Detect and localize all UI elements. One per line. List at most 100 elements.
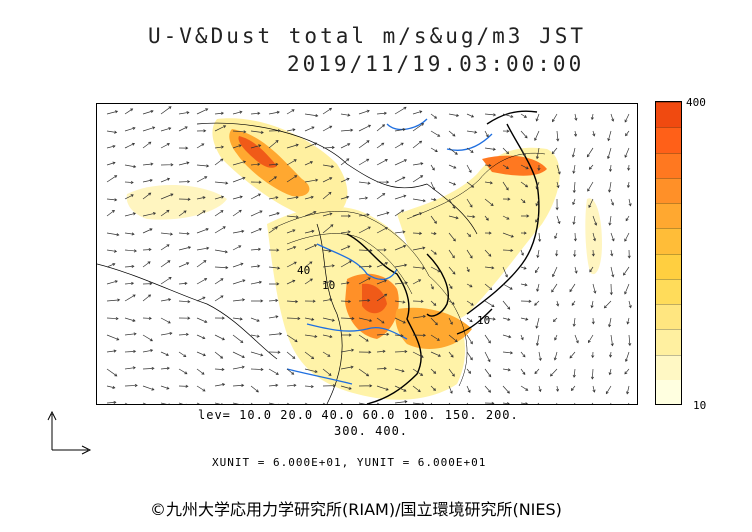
wind-vector (466, 351, 473, 361)
wind-vector (196, 176, 208, 183)
colorbar-swatch (656, 203, 681, 229)
wind-vector (268, 350, 281, 354)
wind-vector (394, 317, 406, 324)
wind-vector (448, 300, 455, 305)
wind-vector (535, 147, 540, 160)
wind-vector (322, 177, 333, 183)
wind-vector (340, 143, 351, 149)
wind-vector (556, 181, 560, 189)
wind-vector (268, 110, 280, 115)
wind-vector (466, 198, 473, 208)
wind-vector (484, 266, 495, 270)
wind-vector (304, 317, 315, 321)
wind-vector (214, 195, 225, 200)
wind-vector (358, 124, 372, 132)
wind-vector (466, 215, 476, 219)
wind-vector (286, 334, 298, 343)
coastline-japan-south (456, 308, 493, 335)
wind-vector (502, 181, 509, 191)
wind-vector (304, 384, 314, 389)
wind-vector (106, 316, 119, 321)
wind-vector (214, 111, 225, 115)
wind-vector (430, 249, 437, 255)
colorbar-swatch (656, 152, 681, 178)
wind-vector (124, 212, 136, 217)
wind-vector (160, 385, 170, 390)
wind-vector (106, 280, 118, 285)
wind-vector (268, 368, 279, 375)
wind-vector (412, 279, 422, 285)
wind-vector (376, 279, 387, 285)
wind-vector (178, 262, 190, 268)
wind-vector (178, 180, 191, 184)
wind-vector (535, 198, 540, 207)
wind-vector (448, 198, 456, 209)
wind-vector (448, 130, 456, 137)
wind-vector (214, 125, 227, 132)
wind-vector (502, 351, 514, 355)
wind-vector (196, 278, 208, 285)
wind-vector (106, 349, 117, 353)
wind-vector (340, 333, 352, 337)
wind-vector (142, 385, 155, 391)
wind-vector (609, 351, 613, 358)
wind-vector (448, 385, 453, 394)
wind-vector (502, 113, 514, 118)
wind-vector (340, 195, 350, 200)
wind-vector (250, 162, 261, 166)
wind-vector (466, 402, 469, 404)
wind-vector (448, 147, 458, 155)
wind-vector (322, 125, 333, 132)
wind-vector (142, 366, 155, 371)
wind-vector (304, 142, 318, 149)
wind-vector (624, 368, 630, 375)
reference-vector-icon (47, 410, 92, 455)
wind-vector (590, 368, 595, 380)
wind-vector (448, 402, 451, 404)
wind-vector (555, 385, 560, 392)
contour-label-40: 40 (297, 264, 310, 277)
wind-vector (340, 365, 354, 370)
wind-vector (412, 123, 425, 132)
wind-vector (268, 402, 280, 404)
river-yangtze (306, 323, 408, 340)
wind-vector (142, 248, 152, 252)
wind-vector (502, 402, 510, 404)
wind-vector (412, 299, 424, 303)
wind-vector (214, 383, 226, 387)
wind-vector (571, 147, 576, 158)
wind-vector (376, 293, 388, 302)
wind-vector (304, 113, 319, 118)
wind-vector (624, 147, 630, 158)
colorbar-swatch (656, 102, 681, 128)
wind-vector (484, 283, 493, 291)
wind-vector (502, 147, 510, 155)
wind-vector (394, 230, 406, 234)
colorbar-swatch (656, 228, 681, 254)
wind-vector (609, 283, 613, 296)
wind-vector (430, 164, 435, 171)
wind-vector (196, 196, 206, 200)
wind-vector (572, 164, 576, 174)
wind-vector (268, 298, 279, 303)
wind-vector (286, 229, 296, 234)
wind-vector (556, 130, 560, 142)
wind-vector (430, 215, 437, 224)
wind-vector (570, 385, 576, 391)
wind-vector (268, 129, 281, 133)
wind-vector (610, 113, 615, 122)
dust-core-china-peak (362, 283, 387, 314)
wind-vector (590, 300, 594, 309)
wind-vector (286, 195, 299, 200)
wind-vector (124, 294, 136, 302)
wind-vector (124, 164, 137, 169)
wind-vector (484, 231, 492, 235)
wind-vector (142, 402, 150, 404)
wind-vector (232, 160, 247, 166)
wind-vector (286, 279, 296, 285)
wind-vector (322, 298, 333, 302)
wind-vector (124, 317, 136, 322)
wind-vector (608, 164, 613, 172)
wind-vector (322, 107, 333, 115)
wind-vector (520, 113, 527, 118)
